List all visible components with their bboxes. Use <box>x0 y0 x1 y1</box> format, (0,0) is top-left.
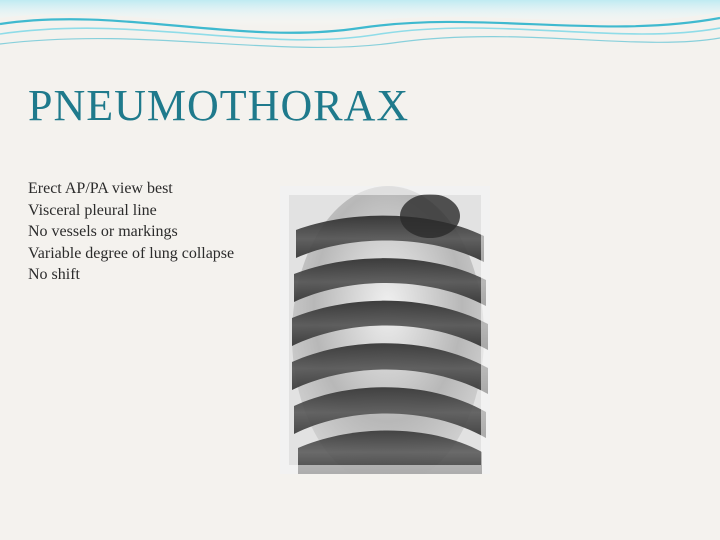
bullet-item: Variable degree of lung collapse <box>28 243 234 265</box>
bullet-item: Erect AP/PA view best <box>28 178 234 200</box>
bullet-item: No shift <box>28 264 234 286</box>
slide-title: PNEUMOTHORAX <box>28 80 409 131</box>
bullet-list: Erect AP/PA view best Visceral pleural l… <box>28 178 234 286</box>
wave-header <box>0 0 720 70</box>
bullet-item: Visceral pleural line <box>28 200 234 222</box>
bullet-item: No vessels or markings <box>28 221 234 243</box>
xray-image <box>280 186 490 474</box>
